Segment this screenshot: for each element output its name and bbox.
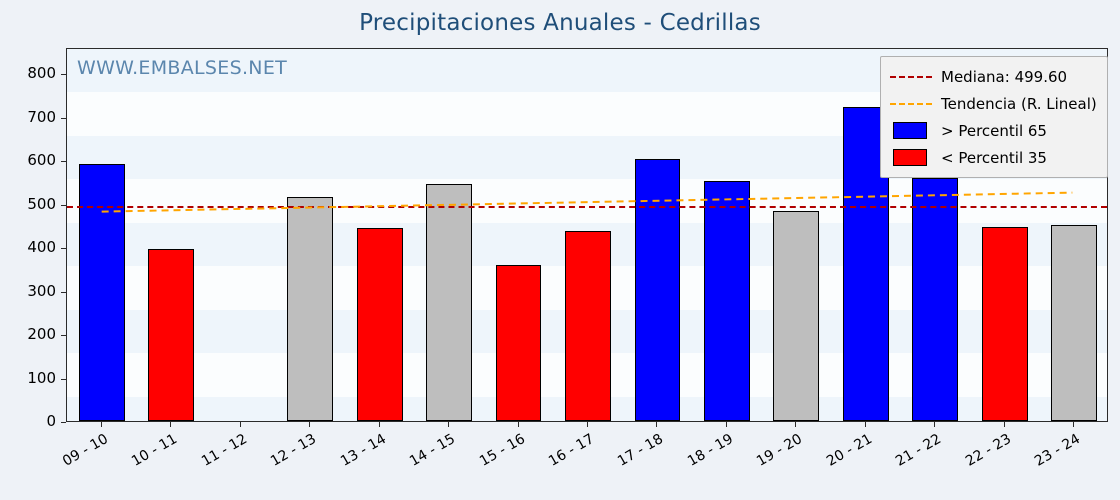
x-tick-label: 11 - 12 [198, 431, 250, 470]
x-tick-mark [100, 422, 102, 427]
y-tick-label: 100 [27, 368, 56, 387]
x-tick-mark [448, 422, 450, 427]
y-tick-mark [61, 335, 66, 337]
y-tick-label: 400 [27, 238, 56, 257]
legend-color-patch [893, 148, 927, 166]
bar-21-22 [912, 177, 959, 421]
legend-dashed-line [890, 75, 932, 78]
y-tick-mark [61, 161, 66, 163]
x-tick-mark [378, 422, 380, 427]
x-tick-mark [309, 422, 311, 427]
bar-12-13 [287, 196, 334, 421]
legend: Mediana: 499.60 Tendencia (R. Lineal) > Pe… [880, 56, 1108, 178]
bar-17-18 [634, 158, 681, 421]
bar-10-11 [148, 249, 195, 421]
x-tick-mark [170, 422, 172, 427]
legend-item: > Percentil 65 [890, 117, 1098, 144]
x-tick-mark [517, 422, 519, 427]
x-tick-label: 21 - 22 [893, 431, 945, 470]
x-tick-mark [587, 422, 588, 427]
trend-line [101, 191, 1073, 213]
legend-label: > Percentil 65 [941, 121, 1047, 140]
bar-23-24 [1051, 224, 1098, 421]
x-tick-label: 18 - 19 [684, 431, 736, 470]
x-tick-label: 14 - 15 [407, 431, 459, 470]
x-tick-label: 23 - 24 [1032, 431, 1084, 470]
legend-item: Mediana: 499.60 [890, 63, 1098, 90]
bar-19-20 [773, 210, 820, 421]
y-tick-label: 200 [27, 325, 56, 344]
legend-item: Tendencia (R. Lineal) [890, 90, 1098, 117]
y-tick-mark [61, 248, 66, 250]
legend-label: Mediana: 499.60 [941, 67, 1068, 86]
y-tick-label: 300 [27, 281, 56, 300]
bar-15-16 [495, 265, 542, 421]
bar-14-15 [426, 184, 472, 421]
legend-color-patch [893, 121, 927, 139]
y-tick-mark [61, 378, 66, 380]
x-tick-mark [934, 422, 936, 427]
y-tick-mark [61, 74, 66, 76]
bar-13-14 [356, 228, 403, 421]
legend-swatch [890, 95, 932, 113]
y-tick-mark [61, 291, 66, 293]
x-tick-mark [795, 422, 797, 427]
legend-label: Tendencia (R. Lineal) [941, 94, 1097, 113]
bar-16-17 [565, 230, 611, 421]
y-tick-mark [61, 204, 66, 206]
x-tick-label: 10 - 11 [129, 431, 181, 470]
median-line [67, 205, 1107, 208]
legend-dashed-line [890, 102, 932, 105]
x-tick-mark [239, 422, 241, 427]
x-tick-mark [864, 422, 866, 427]
watermark-text: WWW.EMBALSES.NET [77, 57, 288, 79]
legend-item: < Percentil 35 [890, 144, 1098, 171]
legend-swatch [890, 68, 932, 86]
x-tick-label: 09 - 10 [59, 431, 111, 470]
legend-swatch [890, 121, 932, 140]
y-tick-label: 800 [27, 64, 56, 83]
y-tick-label: 700 [27, 107, 56, 126]
x-tick-label: 16 - 17 [546, 431, 597, 470]
chart-title: Precipitaciones Anuales - Cedrillas [359, 10, 761, 36]
x-tick-label: 13 - 14 [337, 431, 389, 470]
x-tick-mark [1073, 422, 1075, 427]
legend-label: < Percentil 35 [941, 148, 1047, 167]
y-tick-label: 500 [27, 194, 56, 213]
y-tick-mark [61, 117, 66, 119]
x-tick-label: 19 - 20 [754, 431, 806, 470]
y-tick-label: 600 [27, 151, 56, 170]
x-tick-label: 12 - 13 [268, 431, 320, 470]
x-tick-mark [725, 422, 727, 427]
y-tick-mark [61, 422, 66, 423]
bar-18-19 [704, 181, 750, 421]
x-tick-mark [656, 422, 658, 427]
x-tick-label: 15 - 16 [476, 431, 528, 470]
bar-22-23 [981, 226, 1028, 421]
x-tick-label: 17 - 18 [615, 431, 667, 470]
x-tick-label: 20 - 21 [823, 431, 875, 470]
x-tick-mark [1003, 422, 1005, 427]
x-tick-label: 22 - 23 [962, 431, 1014, 470]
y-tick-label: 0 [46, 412, 56, 430]
legend-swatch [890, 148, 932, 167]
